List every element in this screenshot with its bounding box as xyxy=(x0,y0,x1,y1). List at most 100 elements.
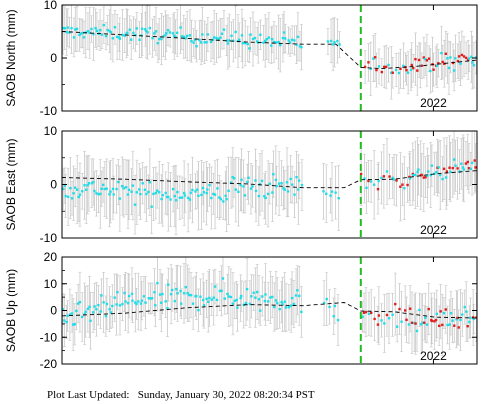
data-point xyxy=(367,312,371,315)
data-point xyxy=(126,301,130,305)
data-point xyxy=(88,305,91,309)
data-point xyxy=(118,304,122,307)
data-point xyxy=(239,296,242,300)
data-point xyxy=(158,191,161,194)
data-point xyxy=(131,184,135,187)
data-point xyxy=(441,177,444,181)
data-point xyxy=(189,191,192,195)
data-point xyxy=(414,173,417,177)
data-point xyxy=(280,300,283,304)
data-point xyxy=(271,191,274,194)
data-point xyxy=(434,318,438,322)
data-point xyxy=(231,302,235,305)
data-point xyxy=(203,41,206,44)
data-point xyxy=(369,180,373,183)
data-point xyxy=(201,186,205,190)
data-point xyxy=(182,292,186,295)
data-point xyxy=(132,31,135,35)
data-point xyxy=(105,302,109,306)
data-point xyxy=(153,291,156,294)
y-tick-label: 10 xyxy=(44,277,58,291)
data-point xyxy=(470,55,473,59)
data-point xyxy=(297,179,301,182)
data-point xyxy=(134,301,137,304)
data-point xyxy=(469,316,472,320)
data-point xyxy=(390,71,393,74)
data-point xyxy=(272,40,276,44)
data-point xyxy=(248,302,252,306)
data-point xyxy=(464,162,468,165)
data-point xyxy=(170,288,174,292)
data-point xyxy=(147,190,150,194)
data-point xyxy=(237,38,241,41)
data-point xyxy=(135,302,138,306)
data-point xyxy=(361,315,364,318)
data-point xyxy=(322,301,326,305)
data-point xyxy=(123,291,126,295)
data-point xyxy=(288,41,292,44)
data-point xyxy=(143,188,147,191)
data-point xyxy=(405,318,408,322)
data-point xyxy=(184,37,187,40)
data-point xyxy=(69,186,72,190)
data-point xyxy=(126,193,130,196)
data-point xyxy=(158,293,162,296)
data-point xyxy=(169,198,172,201)
data-point xyxy=(296,289,299,292)
data-point xyxy=(219,197,223,201)
data-point xyxy=(169,292,173,296)
data-point xyxy=(403,309,407,312)
data-point xyxy=(145,192,148,196)
data-point xyxy=(334,191,337,194)
data-point xyxy=(429,69,432,73)
data-point xyxy=(220,32,224,35)
data-point xyxy=(257,298,261,301)
data-point xyxy=(178,196,182,199)
data-point xyxy=(152,192,155,196)
data-point xyxy=(336,318,340,322)
data-point xyxy=(457,55,461,58)
data-point xyxy=(439,310,442,313)
data-point xyxy=(426,174,429,177)
data-point xyxy=(81,190,84,193)
data-point xyxy=(437,62,440,65)
data-point xyxy=(266,192,270,196)
data-point xyxy=(240,294,243,298)
data-point xyxy=(226,292,229,296)
data-point xyxy=(174,35,177,39)
data-point xyxy=(82,36,86,39)
data-point xyxy=(115,35,119,39)
data-point xyxy=(417,168,420,171)
data-point xyxy=(413,321,416,325)
data-point xyxy=(241,42,244,45)
data-point xyxy=(228,39,231,42)
data-point xyxy=(154,30,158,33)
data-point xyxy=(441,323,444,327)
data-point xyxy=(86,307,90,311)
data-point xyxy=(272,305,276,309)
data-point xyxy=(412,173,415,177)
data-point xyxy=(192,41,195,44)
data-point xyxy=(263,39,267,43)
data-point xyxy=(442,167,446,171)
data-point xyxy=(135,191,139,194)
data-point xyxy=(111,304,114,308)
data-point xyxy=(141,182,144,185)
data-point xyxy=(375,68,378,72)
data-point xyxy=(139,192,142,196)
data-point xyxy=(206,33,210,36)
data-point xyxy=(287,39,290,42)
data-point xyxy=(103,187,107,191)
data-point xyxy=(109,31,113,34)
data-point xyxy=(444,176,448,179)
data-point xyxy=(252,291,255,295)
data-point xyxy=(260,179,264,183)
data-point xyxy=(474,56,477,59)
model-trend-line xyxy=(62,170,477,189)
data-point xyxy=(179,26,182,29)
data-point xyxy=(244,302,248,305)
data-point xyxy=(380,176,383,180)
data-point xyxy=(246,42,249,46)
data-point xyxy=(399,185,402,188)
data-point xyxy=(188,34,192,37)
